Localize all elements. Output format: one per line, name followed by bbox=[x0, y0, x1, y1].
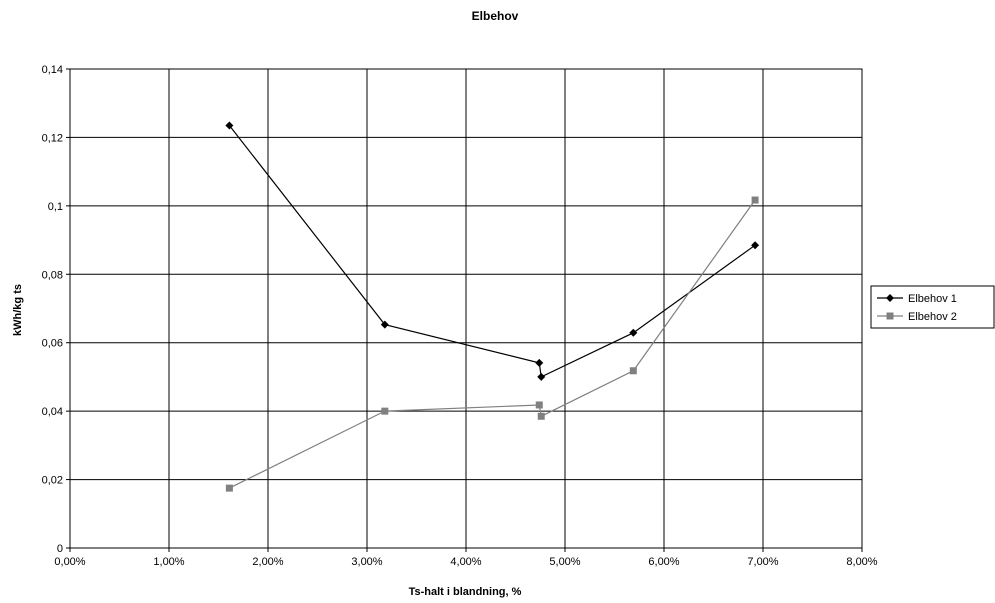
data-point-series-2 bbox=[751, 196, 759, 204]
series-line-1 bbox=[228, 125, 756, 378]
plot-area: 0,00% 1,00% 2,00% 3,00% 4,00% 5,00% 6,00% 7,00%… bbox=[42, 64, 878, 568]
x-tick-label: 1,00% bbox=[153, 556, 184, 568]
legend-label-2: Elbehov 2 bbox=[908, 311, 957, 323]
data-point-series-2 bbox=[535, 401, 543, 409]
x-tick-label: 8,00% bbox=[846, 556, 877, 568]
y-tick-label: 0,14 bbox=[42, 64, 63, 76]
y-tick-label: 0,02 bbox=[42, 475, 63, 487]
x-tick-label: 3,00% bbox=[351, 556, 382, 568]
data-point-series-1 bbox=[225, 121, 234, 130]
y-tick-label: 0 bbox=[57, 543, 63, 555]
legend-label-1: Elbehov 1 bbox=[908, 293, 957, 305]
data-point-series-1 bbox=[537, 372, 546, 381]
data-point-series-2 bbox=[629, 367, 637, 375]
data-point-series-2 bbox=[381, 407, 389, 415]
legend: Elbehov 1 Elbehov 2 bbox=[870, 285, 995, 329]
y-tick-label: 0,1 bbox=[48, 201, 63, 213]
y-tick-label: 0,08 bbox=[42, 269, 63, 281]
series-line-2 bbox=[229, 199, 756, 489]
y-axis-label: kWh/kg ts bbox=[12, 284, 24, 336]
data-point-series-2 bbox=[225, 484, 233, 492]
legend-marker-2 bbox=[886, 312, 894, 320]
y-tick-label: 0,12 bbox=[42, 132, 63, 144]
data-point-series-1 bbox=[629, 328, 638, 337]
legend-box bbox=[870, 285, 995, 329]
y-tick-label: 0,04 bbox=[42, 406, 63, 418]
x-tick-label: 7,00% bbox=[747, 556, 778, 568]
data-point-series-1 bbox=[751, 241, 760, 250]
x-tick-label: 5,00% bbox=[549, 556, 580, 568]
legend-marker-1 bbox=[886, 294, 894, 302]
data-point-series-2 bbox=[537, 412, 545, 420]
x-axis-label: Ts-halt i blandning, % bbox=[409, 586, 522, 598]
data-point-series-1 bbox=[535, 358, 544, 367]
x-tick-label: 4,00% bbox=[450, 556, 481, 568]
data-point-series-1 bbox=[380, 320, 389, 329]
y-tick-label: 0,06 bbox=[42, 338, 63, 350]
x-tick-label: 6,00% bbox=[648, 556, 679, 568]
x-tick-label: 0,00% bbox=[54, 556, 85, 568]
x-tick-label: 2,00% bbox=[252, 556, 283, 568]
chart-title: Elbehov bbox=[472, 9, 519, 23]
